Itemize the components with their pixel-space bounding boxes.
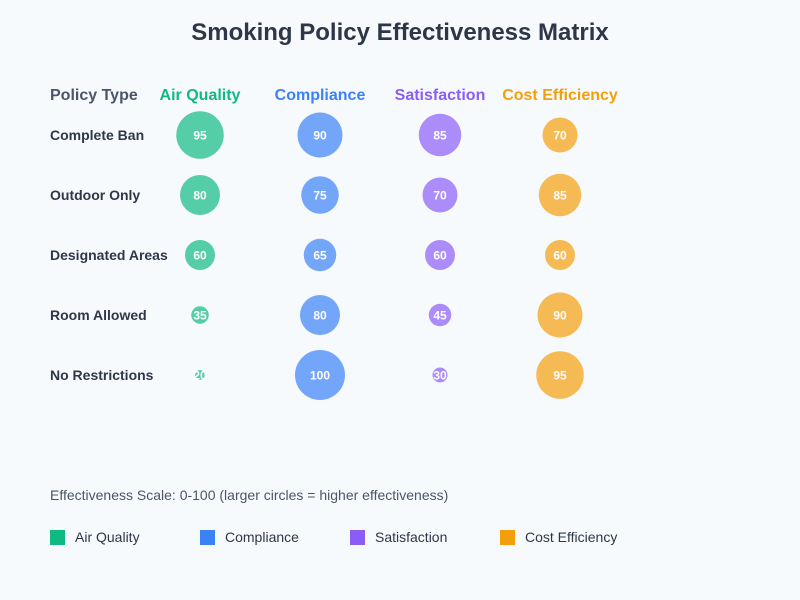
bubble-compliance (303, 238, 337, 272)
row-label: Outdoor Only (50, 187, 140, 203)
row-label: Room Allowed (50, 307, 147, 323)
bubble-value: 95 (193, 129, 207, 143)
row-header: Policy Type (50, 87, 138, 104)
bubble-value: 85 (553, 189, 567, 203)
bubble-value: 90 (553, 309, 567, 323)
legend-swatch (50, 530, 65, 545)
bubble-satisfaction (418, 113, 462, 157)
bubble-value: 85 (433, 129, 447, 143)
bubble-value: 70 (553, 129, 567, 143)
bubble-value: 70 (433, 189, 447, 203)
row-label: No Restrictions (50, 367, 154, 383)
column-header-air-quality: Air Quality (160, 87, 241, 104)
bubble-value: 100 (310, 369, 330, 383)
bubble-compliance (300, 295, 340, 335)
legend-label: Air Quality (75, 529, 140, 545)
bubble-value: 60 (433, 249, 447, 263)
legend-swatch (350, 530, 365, 545)
legend-label: Cost Efficiency (525, 529, 617, 545)
bubble-value: 90 (313, 129, 327, 143)
row-label: Complete Ban (50, 127, 144, 143)
bubble-cost-efficiency (536, 351, 584, 399)
bubble-value: 30 (433, 369, 447, 383)
column-header-satisfaction: Satisfaction (395, 87, 486, 104)
bubble-cost-efficiency (545, 240, 575, 270)
bubble-compliance (301, 176, 339, 214)
bubble-air-quality (180, 175, 220, 215)
bubble-cost-efficiency (538, 173, 582, 217)
bubble-air-quality (195, 370, 205, 380)
legend-label: Compliance (225, 529, 299, 545)
bubble-value: 35 (193, 309, 207, 323)
bubble-satisfaction (422, 177, 458, 213)
row-label: Designated Areas (50, 247, 168, 263)
bubble-value: 45 (433, 309, 447, 323)
bubble-value: 80 (193, 189, 207, 203)
chart-title: Smoking Policy Effectiveness Matrix (191, 19, 609, 46)
scale-note: Effectiveness Scale: 0-100 (larger circl… (50, 487, 448, 503)
bubble-cost-efficiency (542, 117, 578, 153)
bubble-compliance (297, 112, 343, 158)
bubble-air-quality (176, 111, 224, 159)
bubble-cost-efficiency (537, 292, 583, 338)
bubble-value: 20 (193, 369, 207, 383)
bubble-value: 65 (313, 249, 327, 263)
bubble-air-quality (185, 240, 215, 270)
bubble-satisfaction (432, 367, 448, 383)
legend-swatch (500, 530, 515, 545)
column-header-cost-efficiency: Cost Efficiency (502, 87, 618, 104)
bubble-satisfaction (425, 240, 455, 270)
bubble-value: 75 (313, 189, 327, 203)
bubble-satisfaction (428, 303, 452, 327)
bubble-air-quality (191, 306, 209, 324)
column-header-compliance: Compliance (275, 87, 366, 104)
bubble-value: 60 (553, 249, 567, 263)
bubble-value: 95 (553, 369, 567, 383)
bubble-value: 80 (313, 309, 327, 323)
bubble-compliance (295, 350, 345, 400)
legend-label: Satisfaction (375, 529, 447, 545)
bubble-value: 60 (193, 249, 207, 263)
legend-swatch (200, 530, 215, 545)
